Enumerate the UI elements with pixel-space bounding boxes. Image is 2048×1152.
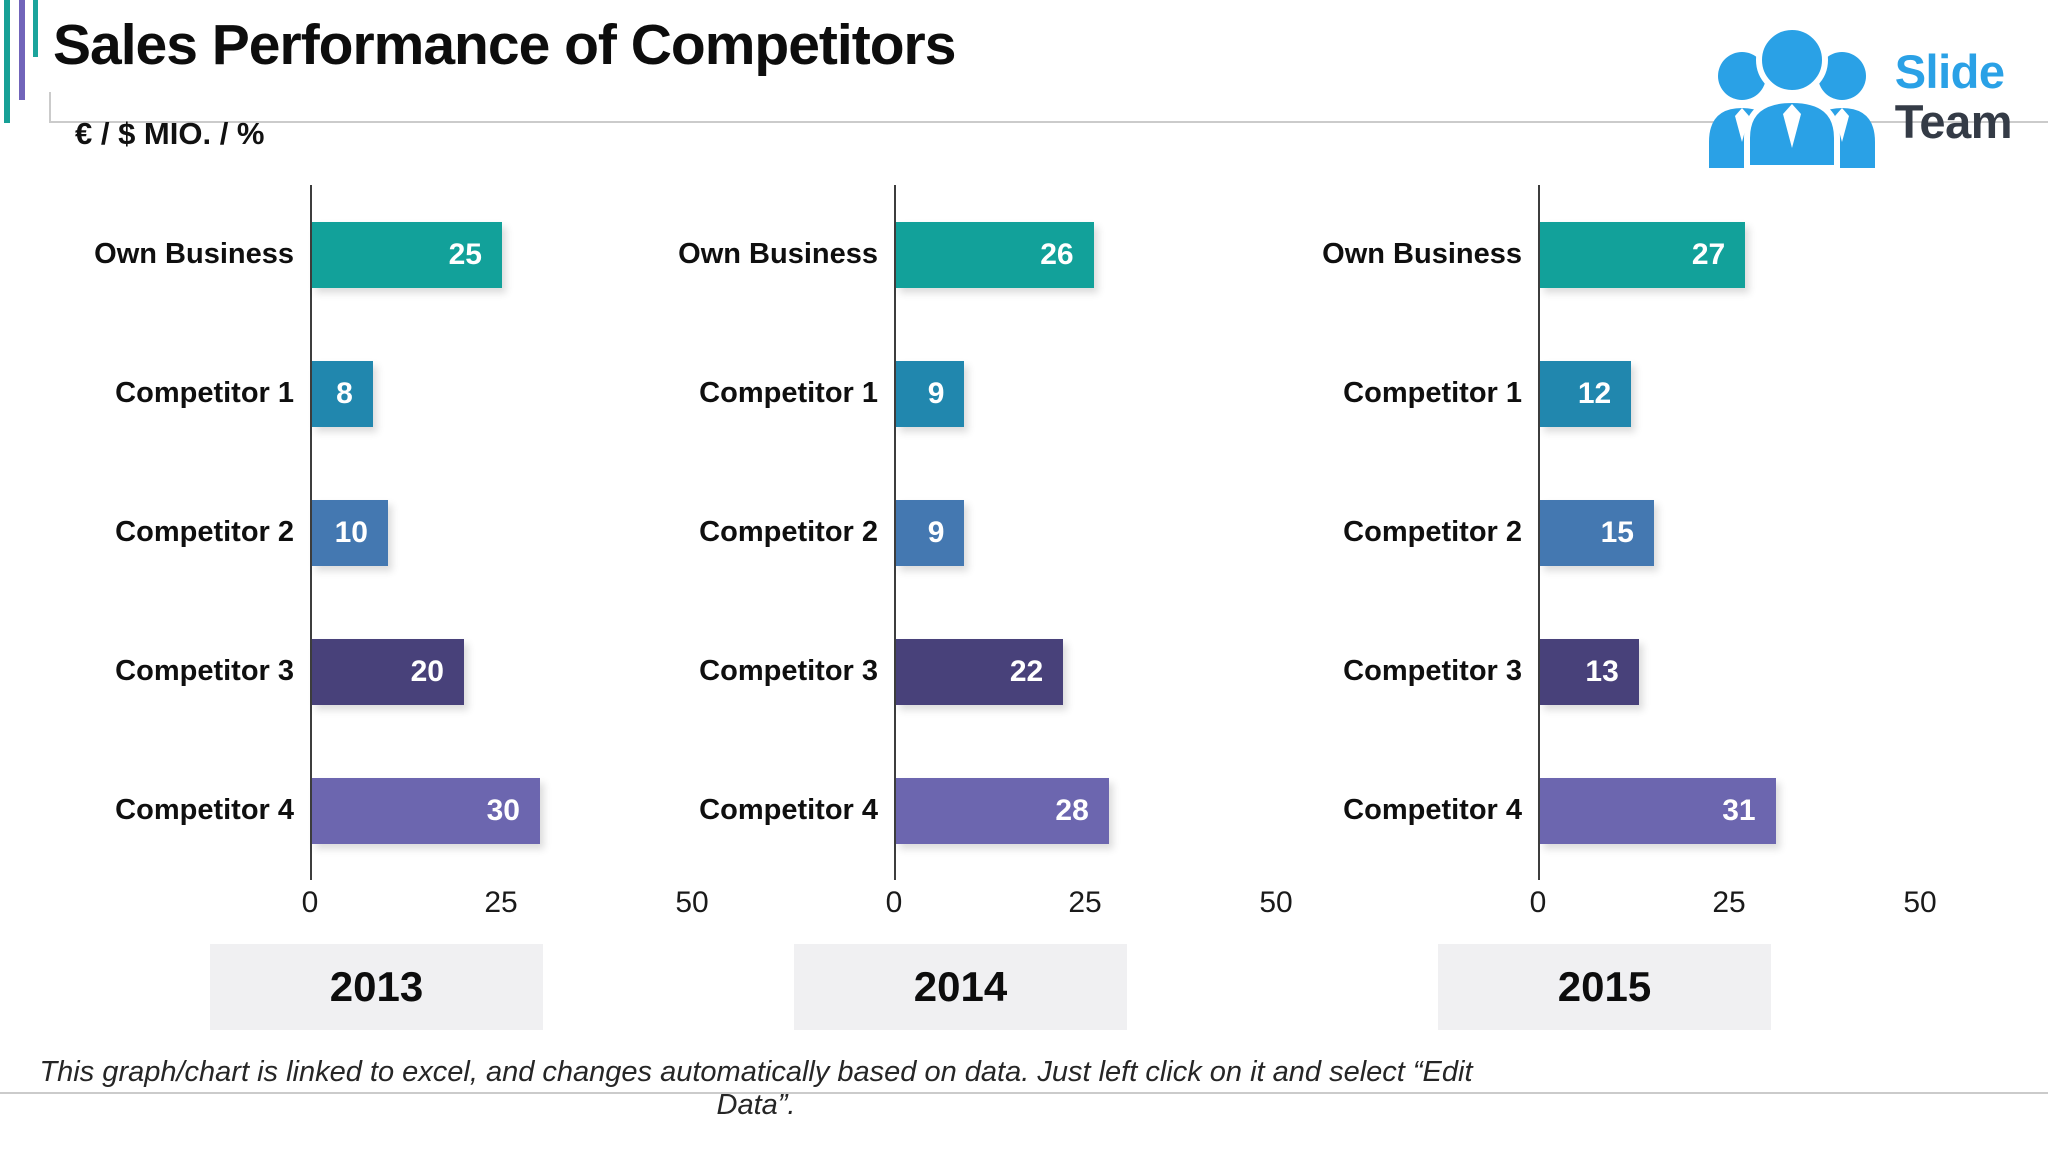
bar-competitor-2: 15 bbox=[1540, 499, 1654, 566]
bar-own-business: 27 bbox=[1540, 221, 1746, 288]
bar-competitor-3: 22 bbox=[896, 638, 1064, 705]
category-label: Competitor 1 bbox=[1343, 377, 1522, 409]
bar-chart-2013: Own Business Competitor 1 Competitor 2 C… bbox=[94, 185, 709, 1030]
bar-value: 15 bbox=[1600, 515, 1634, 549]
bar-value: 10 bbox=[334, 515, 368, 549]
x-axis-ticks: 0 25 50 bbox=[1530, 886, 1937, 928]
bar-competitor-4: 31 bbox=[1540, 777, 1776, 844]
bar-value: 9 bbox=[927, 376, 945, 410]
footnote: This graph/chart is linked to excel, and… bbox=[39, 1056, 1473, 1121]
bar-competitor-3: 13 bbox=[1540, 638, 1639, 705]
accent-bar-teal-1 bbox=[4, 0, 10, 123]
bar-chart-2015: Own Business Competitor 1 Competitor 2 C… bbox=[1322, 185, 1937, 1030]
bar-competitor-1: 9 bbox=[896, 360, 965, 427]
category-label: Competitor 3 bbox=[699, 655, 878, 687]
axis-and-bars: 26 9 9 22 28 bbox=[894, 185, 1276, 880]
bar-competitor-1: 12 bbox=[1540, 360, 1632, 427]
bar-value: 25 bbox=[448, 237, 482, 271]
bar-value: 26 bbox=[1040, 237, 1074, 271]
bar-value: 9 bbox=[927, 515, 945, 549]
logo-text-team: Team bbox=[1894, 94, 2013, 148]
year-label-2014: 2014 bbox=[794, 944, 1127, 1030]
category-label: Competitor 2 bbox=[1343, 516, 1522, 548]
category-label: Own Business bbox=[1322, 238, 1522, 270]
accent-bar-purple bbox=[19, 0, 25, 100]
tick-label: 25 bbox=[1068, 886, 1102, 919]
slideteam-logo: Slide Team bbox=[1699, 20, 2013, 173]
bar-value: 20 bbox=[410, 654, 444, 688]
bar-competitor-3: 20 bbox=[312, 638, 464, 705]
bar-value: 30 bbox=[486, 793, 520, 827]
bar-chart-2014: Own Business Competitor 1 Competitor 2 C… bbox=[678, 185, 1293, 1030]
bar-value: 13 bbox=[1585, 654, 1619, 688]
category-labels: Own Business Competitor 1 Competitor 2 C… bbox=[678, 185, 894, 880]
x-axis-ticks: 0 25 50 bbox=[302, 886, 709, 928]
tick-label: 0 bbox=[1529, 886, 1547, 919]
bar-value: 12 bbox=[1577, 376, 1612, 410]
category-label: Competitor 2 bbox=[699, 516, 878, 548]
logo-text-slide: Slide bbox=[1894, 44, 2005, 98]
plot-area-2014: Own Business Competitor 1 Competitor 2 C… bbox=[678, 185, 1276, 880]
tick-label: 25 bbox=[1712, 886, 1746, 919]
accent-bar-teal-2 bbox=[33, 0, 38, 57]
category-labels: Own Business Competitor 1 Competitor 2 C… bbox=[1322, 185, 1538, 880]
plot-area-2013: Own Business Competitor 1 Competitor 2 C… bbox=[94, 185, 692, 880]
category-label: Competitor 3 bbox=[1343, 655, 1522, 687]
bar-own-business: 25 bbox=[312, 221, 502, 288]
bottom-divider bbox=[0, 1092, 2048, 1094]
bar-value: 22 bbox=[1009, 654, 1044, 688]
axis-units-label: € / $ MIO. / % bbox=[75, 116, 265, 151]
year-label-2013: 2013 bbox=[210, 944, 543, 1030]
title-underline-notch bbox=[49, 92, 51, 123]
people-group-icon bbox=[1699, 20, 1885, 173]
x-axis-ticks: 0 25 50 bbox=[886, 886, 1293, 928]
category-labels: Own Business Competitor 1 Competitor 2 C… bbox=[94, 185, 310, 880]
bar-value: 27 bbox=[1691, 237, 1726, 271]
tick-label: 25 bbox=[484, 886, 518, 919]
category-label: Competitor 4 bbox=[1343, 794, 1522, 826]
page-title: Sales Performance of Competitors bbox=[53, 13, 956, 77]
category-label: Competitor 2 bbox=[115, 516, 294, 548]
tick-label: 50 bbox=[1259, 886, 1293, 919]
bar-value: 31 bbox=[1722, 793, 1756, 827]
bar-competitor-1: 8 bbox=[312, 360, 373, 427]
plot-area-2015: Own Business Competitor 1 Competitor 2 C… bbox=[1322, 185, 1920, 880]
category-label: Own Business bbox=[94, 238, 294, 270]
category-label: Own Business bbox=[678, 238, 878, 270]
bar-competitor-2: 9 bbox=[896, 499, 965, 566]
bar-competitor-4: 30 bbox=[312, 777, 540, 844]
category-label: Competitor 1 bbox=[699, 377, 878, 409]
tick-label: 50 bbox=[1903, 886, 1937, 919]
tick-label: 0 bbox=[301, 886, 319, 919]
tick-label: 0 bbox=[885, 886, 903, 919]
category-label: Competitor 4 bbox=[699, 794, 878, 826]
category-label: Competitor 4 bbox=[115, 794, 294, 826]
charts-row: Own Business Competitor 1 Competitor 2 C… bbox=[94, 185, 1937, 1030]
bar-own-business: 26 bbox=[896, 221, 1094, 288]
bar-competitor-2: 10 bbox=[312, 499, 388, 566]
category-label: Competitor 3 bbox=[115, 655, 294, 687]
axis-and-bars: 27 12 15 13 31 bbox=[1538, 185, 1920, 880]
bar-value: 28 bbox=[1055, 793, 1089, 827]
year-label-2015: 2015 bbox=[1438, 944, 1771, 1030]
title-underline bbox=[49, 121, 2048, 123]
axis-and-bars: 25 8 10 20 30 bbox=[310, 185, 692, 880]
tick-label: 50 bbox=[675, 886, 709, 919]
category-label: Competitor 1 bbox=[115, 377, 294, 409]
bar-value: 8 bbox=[336, 376, 353, 410]
bar-competitor-4: 28 bbox=[896, 777, 1109, 844]
